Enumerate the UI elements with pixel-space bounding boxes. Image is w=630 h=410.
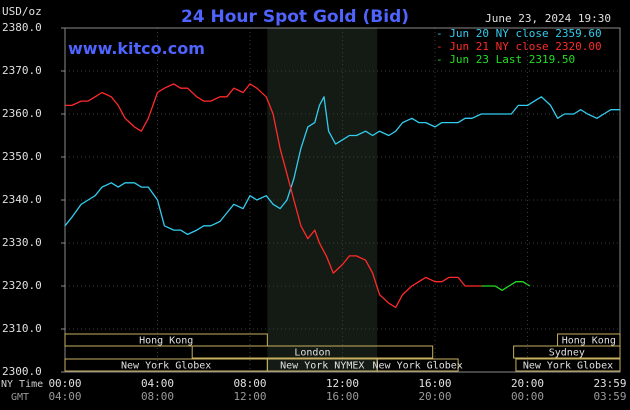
chart-title: 24 Hour Spot Gold (Bid) [181,7,409,27]
gmt-tick: 04:00 [48,390,81,403]
y-tick-label: 2360.0 [2,107,42,120]
session-label: Sydney [549,348,585,359]
y-tick-label: 2370.0 [2,64,42,77]
y-tick-label: 2310.0 [2,322,42,335]
gmt-tick: 16:00 [326,390,359,403]
legend-entry: - Jun 20 NY close 2359.60 [436,27,602,40]
y-tick-label: 2330.0 [2,236,42,249]
session-box [513,345,621,359]
nymex-session-shading [267,28,378,372]
gmt-tick: 03:59 [593,390,626,403]
y-tick-label: 2350.0 [2,150,42,163]
session-label: New York NYMEX [280,361,364,372]
ny-time-tick: 23:59 [593,377,626,390]
y-tick-label: 2300.0 [2,365,42,378]
session-label: New York Globex [523,361,613,372]
session-label: New York Globex [121,361,211,372]
session-label: London [294,348,330,359]
series-line-1 [64,96,620,236]
y-tick-label: 2380.0 [2,21,42,34]
y-tick-label: 2320.0 [2,279,42,292]
ny-time-tick: 08:00 [233,377,266,390]
gmt-tick: 08:00 [141,390,174,403]
session-box [191,345,434,359]
market-sessions: Hong Kong Hong Kong London Sydney New York G… [64,333,621,372]
ny-time-tick: 16:00 [418,377,451,390]
legend-entry: - Jun 23 Last 2319.50 [436,53,575,66]
gmt-tick: 20:00 [418,390,451,403]
timestamp: June 23, 2024 19:30 [485,12,611,25]
ny-time-tick: 00:00 [48,377,81,390]
session-box [376,358,459,372]
series-layer [64,83,620,309]
unit-label: USD/oz [2,5,42,18]
series-line-2 [65,83,482,309]
y-tick-label: 2340.0 [2,193,42,206]
gmt-label: GMT [11,392,29,403]
session-label: Hong Kong [562,336,616,347]
session-label: New York Globex [373,361,463,372]
ny-time-tick: 20:00 [511,377,544,390]
y-axis: 2300.0 2310.0 2320.0 2330.0 2340.0 2350.0 2360… [2,21,65,378]
legend: - Jun 20 NY close 2359.60- Jun 21 NY clo… [436,27,602,66]
site-watermark: www.kitco.com [68,39,205,58]
gmt-tick: 00:00 [511,390,544,403]
ny-time-label: NY Time [1,379,43,390]
ny-time-tick: 12:00 [326,377,359,390]
legend-entry: - Jun 21 NY close 2320.00 [436,40,602,53]
session-label: Hong Kong [139,336,193,347]
x-axis: 00:00 04:00 08:00 12:00 16:00 20:00 23:5904:00… [48,377,626,403]
session-box [64,333,268,347]
gmt-tick: 12:00 [233,390,266,403]
series-line-3 [481,281,531,291]
ny-time-tick: 04:00 [141,377,174,390]
session-box [515,358,621,372]
